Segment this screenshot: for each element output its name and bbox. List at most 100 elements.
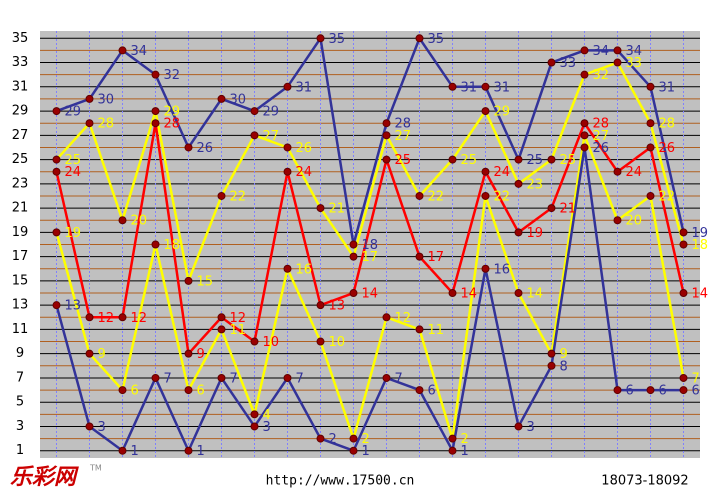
data-label: 13	[65, 299, 82, 314]
point	[448, 82, 457, 91]
point	[85, 94, 94, 103]
point	[481, 82, 490, 91]
point	[382, 373, 391, 382]
data-label: 1	[197, 444, 205, 459]
point	[316, 34, 325, 43]
data-label: 27	[593, 129, 610, 144]
data-label: 13	[329, 299, 346, 314]
data-label: 34	[131, 44, 148, 59]
data-label: 3	[527, 420, 535, 435]
point	[349, 252, 358, 261]
point	[481, 107, 490, 116]
y-tick-label: 9	[16, 346, 24, 361]
data-label: 31	[494, 80, 511, 95]
point	[118, 313, 127, 322]
data-label: 28	[593, 117, 610, 132]
point	[52, 228, 61, 237]
data-label: 2	[362, 432, 370, 447]
data-label: 30	[230, 92, 247, 107]
point	[118, 446, 127, 455]
point	[316, 204, 325, 213]
point	[613, 46, 622, 55]
point	[448, 446, 457, 455]
logo-mark: TM	[89, 464, 102, 473]
point	[580, 143, 589, 152]
point	[151, 119, 160, 128]
point	[118, 216, 127, 225]
data-label: 2	[461, 432, 469, 447]
y-tick-label: 23	[12, 176, 29, 191]
data-label: 6	[197, 384, 205, 399]
data-label: 20	[131, 214, 148, 229]
data-label: 18	[362, 238, 379, 253]
data-label: 14	[362, 287, 379, 302]
data-label: 27	[263, 129, 280, 144]
point	[613, 58, 622, 67]
point	[382, 155, 391, 164]
data-label: 14	[461, 287, 478, 302]
point	[547, 361, 556, 370]
point	[514, 422, 523, 431]
point	[613, 167, 622, 176]
point	[52, 107, 61, 116]
data-label: 33	[560, 56, 577, 71]
point	[679, 240, 688, 249]
data-label: 3	[263, 420, 271, 435]
point	[250, 337, 259, 346]
point	[613, 386, 622, 395]
point	[547, 155, 556, 164]
point	[283, 143, 292, 152]
point	[580, 46, 589, 55]
data-label: 6	[659, 384, 667, 399]
data-label: 6	[626, 384, 634, 399]
point	[547, 204, 556, 213]
data-label: 1	[131, 444, 139, 459]
point	[448, 289, 457, 298]
lines	[55, 34, 685, 455]
data-label: 22	[494, 189, 511, 204]
data-label: 10	[329, 335, 346, 350]
data-label: 10	[263, 335, 280, 350]
point	[547, 349, 556, 358]
point	[415, 34, 424, 43]
point	[646, 386, 655, 395]
point	[184, 349, 193, 358]
point	[679, 386, 688, 395]
point	[217, 373, 226, 382]
point	[580, 119, 589, 128]
y-tick-label: 17	[12, 249, 29, 264]
data-label: 29	[494, 105, 511, 120]
data-label: 32	[593, 68, 610, 83]
point	[217, 313, 226, 322]
y-tick-label: 5	[16, 395, 24, 410]
point	[217, 325, 226, 334]
point	[481, 264, 490, 273]
data-label: 22	[659, 189, 676, 204]
y-tick-label: 33	[12, 55, 29, 70]
point	[349, 434, 358, 443]
data-label: 35	[329, 32, 346, 47]
point	[283, 167, 292, 176]
data-label: 31	[461, 80, 478, 95]
point	[250, 410, 259, 419]
point	[316, 301, 325, 310]
data-label: 1	[362, 444, 370, 459]
data-label: 24	[626, 165, 643, 180]
point	[349, 240, 358, 249]
point	[316, 337, 325, 346]
y-tick-label: 35	[12, 31, 29, 46]
data-label: 9	[98, 347, 106, 362]
point	[514, 155, 523, 164]
data-label: 35	[428, 32, 445, 47]
data-label: 15	[197, 274, 214, 289]
data-label: 12	[230, 311, 247, 326]
data-label: 4	[263, 408, 271, 423]
point	[250, 131, 259, 140]
point	[481, 191, 490, 200]
point	[580, 70, 589, 79]
y-tick-label: 7	[16, 370, 24, 385]
point	[151, 240, 160, 249]
y-tick-label: 29	[12, 104, 29, 119]
